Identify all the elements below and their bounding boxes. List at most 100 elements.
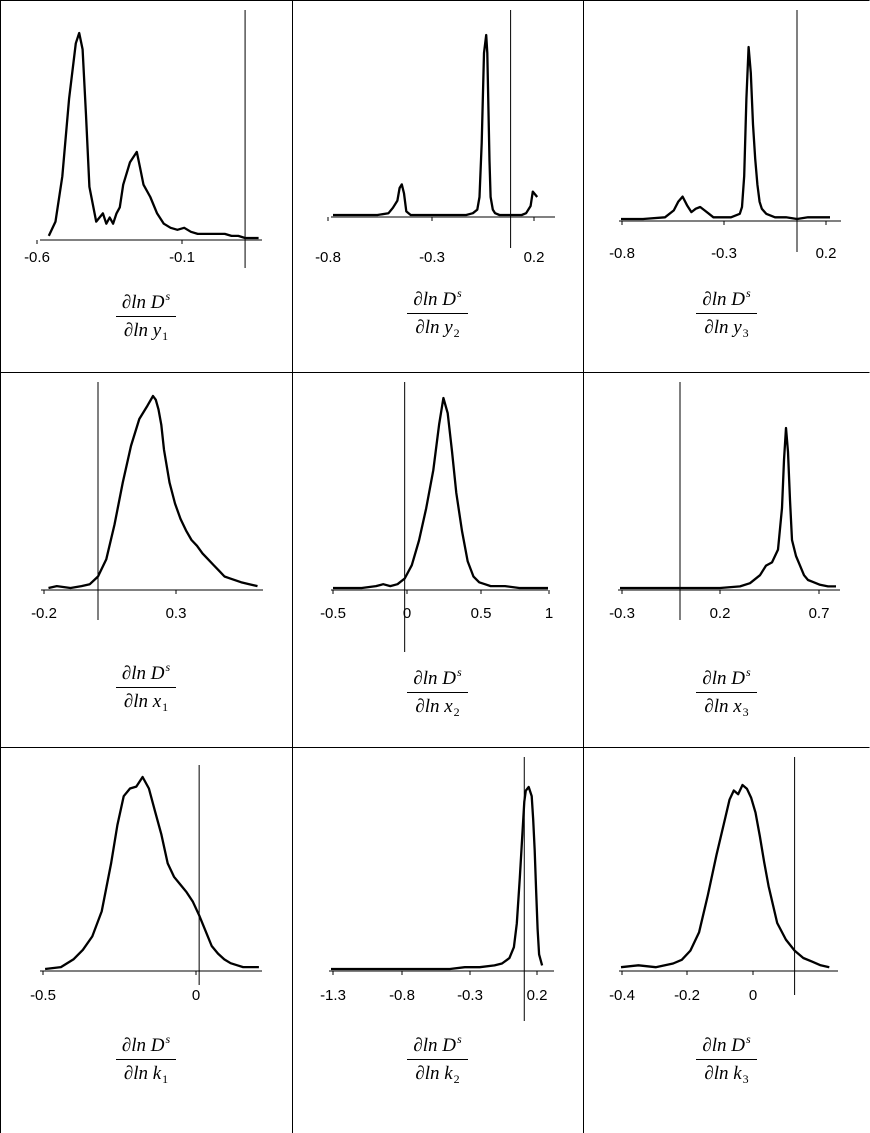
- density-panel: -0.6 -0.1 ∂ln Ds ∂ln y1: [0, 0, 292, 372]
- x-tick-label: -0.3: [711, 245, 737, 262]
- numerator-superscript: s: [165, 289, 171, 303]
- label-numerator: ∂ln Ds: [696, 1032, 757, 1060]
- x-tick-label: -0.3: [457, 987, 483, 1004]
- density-plot: -0.6 -0.1: [24, 10, 262, 268]
- elasticity-label: ∂ln Ds ∂ln k1: [0, 1033, 292, 1085]
- elasticity-label: ∂ln Ds ∂ln x3: [583, 666, 870, 718]
- numerator-text: ∂ln D: [121, 1035, 165, 1056]
- x-tick-label: 0.3: [166, 605, 187, 622]
- x-tick-label: 0.2: [710, 605, 731, 622]
- denominator-subscript: 3: [742, 326, 749, 340]
- x-tick-label: -0.6: [24, 249, 50, 266]
- label-denominator: ∂ln k1: [116, 1060, 176, 1085]
- x-tick-label: 0.7: [809, 605, 830, 622]
- denominator-subscript: 3: [742, 705, 749, 719]
- density-plot: -0.8 -0.3 0.2: [609, 10, 841, 262]
- numerator-superscript: s: [745, 1032, 751, 1046]
- denominator-subscript: 2: [453, 326, 460, 340]
- x-tick-label: 0: [403, 605, 411, 622]
- numerator-text: ∂ln D: [702, 1035, 745, 1056]
- label-numerator: ∂ln Ds: [115, 660, 177, 688]
- denominator-subscript: 2: [453, 1072, 460, 1086]
- density-plot: -0.2 0.3: [31, 382, 263, 622]
- denominator-text: ∂ln y: [415, 317, 453, 338]
- elasticity-label: ∂ln Ds ∂ln y3: [583, 287, 870, 339]
- label-denominator: ∂ln y2: [407, 314, 467, 339]
- density-panel: -0.4 -0.2 0 ∂ln Ds ∂ln k3: [583, 747, 870, 1133]
- elasticity-label: ∂ln Ds ∂ln k3: [583, 1033, 870, 1085]
- label-numerator: ∂ln Ds: [407, 1032, 468, 1060]
- density-curve: [48, 394, 258, 590]
- numerator-superscript: s: [456, 1032, 462, 1046]
- density-plot: -0.5 0: [30, 765, 262, 1004]
- density-curve: [44, 775, 259, 971]
- x-tick-label: -0.8: [609, 245, 635, 262]
- denominator-text: ∂ln x: [415, 696, 453, 717]
- label-denominator: ∂ln x2: [407, 693, 467, 718]
- denominator-text: ∂ln k: [415, 1063, 453, 1084]
- x-tick-label: -0.2: [674, 987, 700, 1004]
- density-plot: -0.5 0 0.5 1: [320, 382, 553, 652]
- density-panel: -0.3 0.2 0.7 ∂ln Ds ∂ln x3: [583, 372, 870, 747]
- x-tick-label: -0.3: [609, 605, 635, 622]
- elasticity-label: ∂ln Ds ∂ln y1: [0, 290, 292, 342]
- x-tick-label: -0.8: [389, 987, 415, 1004]
- label-denominator: ∂ln x1: [116, 688, 176, 713]
- denominator-subscript: 1: [162, 329, 169, 343]
- elasticity-label: ∂ln Ds ∂ln y2: [292, 287, 583, 339]
- elasticity-label: ∂ln Ds ∂ln x1: [0, 661, 292, 713]
- x-tick-label: -0.1: [169, 249, 195, 266]
- numerator-superscript: s: [456, 286, 462, 300]
- denominator-text: ∂ln k: [704, 1063, 742, 1084]
- numerator-superscript: s: [745, 665, 751, 679]
- denominator-text: ∂ln y: [704, 317, 742, 338]
- denominator-text: ∂ln k: [123, 1063, 162, 1084]
- numerator-text: ∂ln D: [702, 289, 745, 310]
- x-tick-label: -0.5: [320, 605, 346, 622]
- x-tick-label: 0.2: [816, 245, 837, 262]
- density-panel: -0.5 0 0.5 1 ∂ln Ds ∂ln x2: [292, 372, 583, 747]
- denominator-subscript: 3: [742, 1072, 749, 1086]
- label-numerator: ∂ln Ds: [407, 286, 468, 314]
- x-tick-label: 0.5: [471, 605, 492, 622]
- numerator-superscript: s: [165, 1032, 171, 1046]
- denominator-subscript: 1: [162, 1072, 169, 1086]
- elasticity-label: ∂ln Ds ∂ln k2: [292, 1033, 583, 1085]
- density-panel: -0.2 0.3 ∂ln Ds ∂ln x1: [0, 372, 292, 747]
- density-plot: -0.8 -0.3 0.2: [315, 10, 555, 266]
- label-denominator: ∂ln k3: [696, 1060, 756, 1085]
- density-panel: -0.5 0 ∂ln Ds ∂ln k1: [0, 747, 292, 1133]
- density-plot: -1.3 -0.8 -0.3 0.2: [320, 757, 554, 1021]
- label-numerator: ∂ln Ds: [115, 289, 177, 317]
- x-tick-label: 0.2: [524, 249, 545, 266]
- denominator-text: ∂ln x: [704, 696, 742, 717]
- x-tick-label: 0: [749, 987, 757, 1004]
- label-denominator: ∂ln k2: [407, 1060, 467, 1085]
- numerator-superscript: s: [745, 286, 751, 300]
- density-curve: [333, 33, 539, 217]
- label-numerator: ∂ln Ds: [696, 665, 757, 693]
- numerator-superscript: s: [165, 660, 171, 674]
- numerator-superscript: s: [456, 665, 462, 679]
- density-curve: [331, 785, 544, 971]
- density-curve: [333, 396, 548, 590]
- numerator-text: ∂ln D: [413, 289, 456, 310]
- denominator-text: ∂ln x: [123, 691, 162, 712]
- label-denominator: ∂ln x3: [696, 693, 756, 718]
- density-curve: [620, 783, 830, 969]
- x-tick-label: 0.2: [527, 987, 548, 1004]
- label-numerator: ∂ln Ds: [407, 665, 468, 693]
- x-tick-label: -0.8: [315, 249, 341, 266]
- density-panel: -0.8 -0.3 0.2 ∂ln Ds ∂ln y2: [292, 0, 583, 372]
- density-curve: [621, 45, 830, 221]
- x-tick-label: -1.3: [320, 987, 346, 1004]
- numerator-text: ∂ln D: [702, 668, 745, 689]
- elasticity-label: ∂ln Ds ∂ln x2: [292, 666, 583, 718]
- label-numerator: ∂ln Ds: [696, 286, 757, 314]
- numerator-text: ∂ln D: [121, 292, 165, 313]
- label-denominator: ∂ln y3: [696, 314, 756, 339]
- x-tick-label: -0.5: [30, 987, 56, 1004]
- density-curve: [47, 31, 259, 240]
